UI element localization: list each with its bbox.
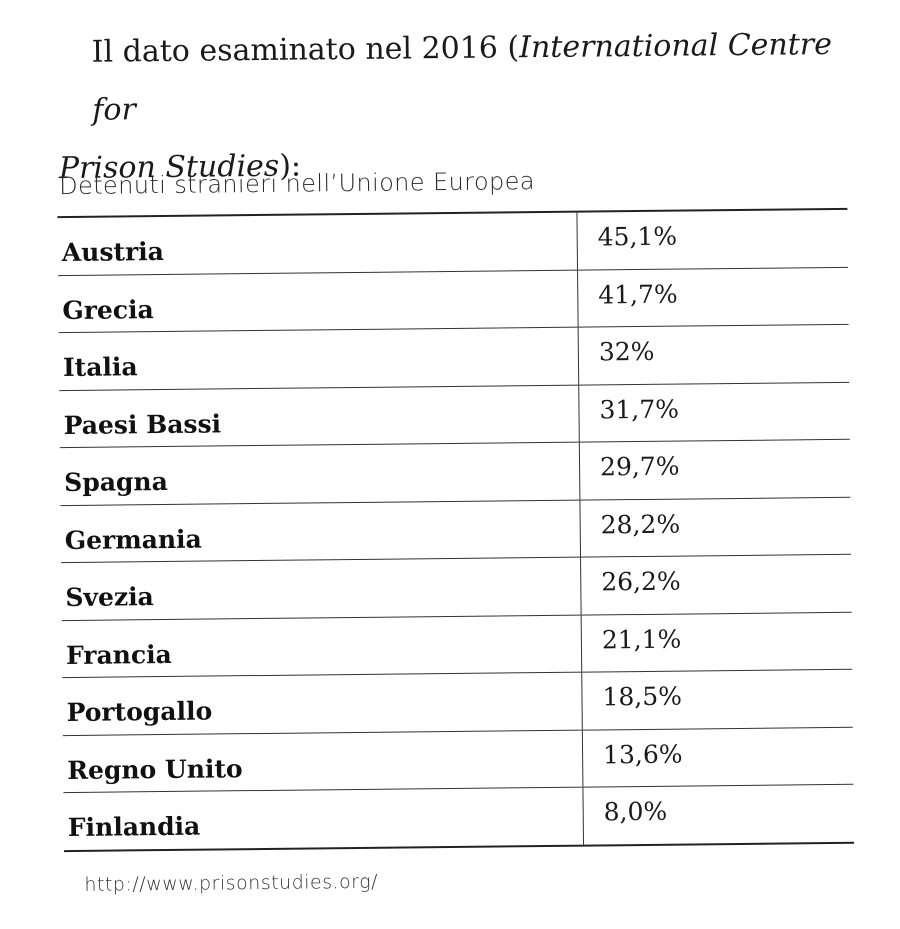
table-row: Portogallo 18,5% [62,669,853,736]
table-row: Svezia 26,2% [61,554,852,621]
table-row: Austria 45,1% [57,209,849,276]
value-cell: 18,5% [602,681,683,712]
intro-text: Il dato esaminato nel 2016 ( [91,30,520,70]
table-row: Italia 32% [58,324,850,391]
country-cell: Portogallo [62,672,583,735]
value-cell: 26,2% [601,566,681,597]
country-cell: Spagna [59,442,581,505]
value-cell: 41,7% [598,279,678,309]
country-cell: Germania [60,500,582,563]
table-row: Spagna 29,7% [59,439,851,506]
value-cell: 8,0% [603,796,668,827]
value-cell: 28,2% [600,509,681,539]
value-cell: 21,1% [601,624,682,654]
table-row: Francia 21,1% [61,612,853,679]
country-cell: Grecia [58,270,579,333]
table-row: Germania 28,2% [60,497,852,564]
value-cell: 45,1% [597,221,678,252]
table-title: Detenuti stranieri nell’Unione Europea [58,167,536,201]
country-cell: Svezia [61,557,582,620]
intro-line-1: Il dato esaminato nel 2016 (Internationa… [57,16,858,140]
country-cell: Francia [61,615,583,678]
source-url: http://www.prisonstudies.org/ [84,870,379,896]
table-row: Regno Unito 13,6% [62,727,854,794]
value-cell: 13,6% [602,739,683,769]
table-row: Finlandia 8,0% [63,784,855,852]
value-cell: 32% [598,336,655,367]
country-cell: Paesi Bassi [59,385,580,448]
data-table: Austria 45,1% Grecia 41,7% Italia 32% Pa… [57,207,855,852]
table-row: Grecia 41,7% [58,267,849,334]
table-row: Paesi Bassi 31,7% [59,382,850,449]
country-cell: Regno Unito [62,730,584,793]
value-cell: 31,7% [599,394,680,424]
value-cell: 29,7% [599,451,680,482]
country-cell: Italia [58,327,580,390]
country-cell: Finlandia [63,787,585,850]
country-cell: Austria [57,212,579,275]
